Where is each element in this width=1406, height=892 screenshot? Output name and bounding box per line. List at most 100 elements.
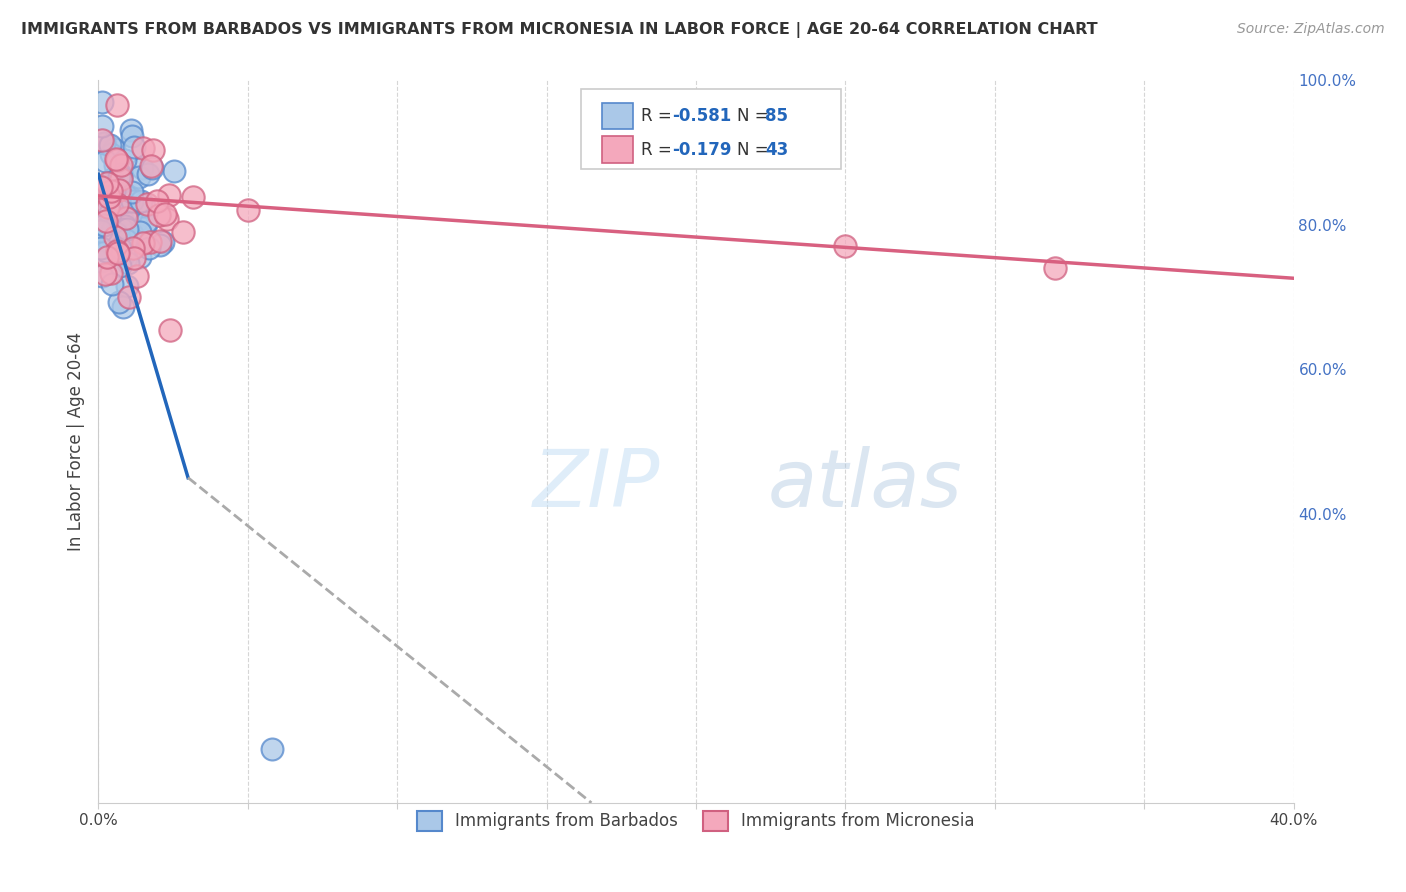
Point [101, 172, 124, 186]
Point [141, 161, 163, 175]
Text: R =: R = [641, 141, 678, 159]
Point [128, 169, 150, 184]
Text: -0.179: -0.179 [672, 141, 731, 159]
Point [98, 235, 121, 250]
Point [93, 195, 115, 210]
Point [131, 161, 153, 176]
Text: ZIP: ZIP [533, 446, 661, 524]
Point [236, 203, 259, 218]
Point [90, 120, 112, 134]
Point [136, 167, 159, 181]
Point [103, 221, 125, 235]
Point [110, 182, 132, 196]
Point [120, 206, 142, 220]
Point [103, 184, 125, 198]
Point [149, 238, 172, 252]
Point [118, 194, 141, 209]
Point [103, 142, 125, 156]
Point [117, 256, 139, 270]
Point [121, 194, 143, 208]
Point [111, 221, 134, 235]
Text: N =: N = [737, 141, 773, 159]
Point [108, 188, 131, 202]
Text: R =: R = [641, 107, 678, 125]
Point [93, 219, 115, 233]
Point [100, 147, 122, 161]
Point [100, 186, 122, 200]
Point [105, 197, 128, 211]
Point [90, 269, 112, 284]
Point [104, 158, 127, 172]
Legend: Immigrants from Barbados, Immigrants from Micronesia: Immigrants from Barbados, Immigrants fro… [411, 805, 981, 838]
Point [139, 159, 162, 173]
Point [120, 191, 142, 205]
Point [115, 189, 138, 203]
Point [125, 214, 148, 228]
Point [90, 253, 112, 268]
Point [114, 219, 136, 233]
Point [98, 138, 121, 153]
Point [108, 246, 131, 260]
Point [110, 162, 132, 177]
Point [115, 279, 138, 293]
Point [110, 158, 132, 172]
Point [125, 269, 148, 284]
Point [93, 136, 115, 151]
Point [129, 225, 152, 239]
Text: -0.581: -0.581 [672, 107, 731, 125]
Point [121, 227, 143, 242]
Point [90, 179, 112, 194]
Point [101, 178, 124, 193]
Point [97, 190, 120, 204]
Point [129, 251, 152, 265]
Point [122, 251, 145, 265]
Point [132, 199, 155, 213]
Point [108, 167, 131, 181]
Point [112, 300, 135, 314]
Point [107, 184, 129, 198]
Point [100, 277, 122, 291]
Point [159, 323, 181, 337]
Text: 85: 85 [765, 107, 787, 125]
Point [260, 741, 283, 756]
Point [121, 185, 143, 199]
Point [136, 196, 159, 211]
Point [115, 211, 138, 225]
Point [112, 246, 135, 260]
Point [115, 251, 138, 265]
Point [110, 172, 132, 186]
Text: N =: N = [737, 107, 773, 125]
Point [146, 194, 169, 209]
Point [127, 194, 149, 209]
Y-axis label: In Labor Force | Age 20-64: In Labor Force | Age 20-64 [66, 332, 84, 551]
Point [107, 170, 129, 185]
Point [155, 207, 177, 221]
Point [110, 241, 132, 255]
Point [1043, 261, 1066, 276]
Point [121, 128, 143, 143]
Point [90, 241, 112, 255]
Point [163, 164, 186, 178]
Point [93, 136, 115, 150]
Point [90, 95, 112, 109]
Point [105, 244, 128, 258]
Point [115, 233, 138, 247]
Point [138, 241, 160, 255]
Point [117, 290, 139, 304]
Point [91, 182, 114, 196]
Point [100, 185, 122, 199]
Text: Source: ZipAtlas.com: Source: ZipAtlas.com [1237, 22, 1385, 37]
Point [156, 211, 179, 226]
Point [157, 188, 180, 202]
Text: 43: 43 [765, 141, 789, 159]
Point [132, 235, 155, 250]
Point [152, 235, 174, 249]
Point [101, 186, 124, 201]
Point [122, 241, 145, 255]
Point [94, 178, 117, 193]
Point [132, 141, 155, 155]
Point [149, 234, 172, 248]
Text: atlas: atlas [768, 446, 963, 524]
Point [96, 219, 118, 234]
Point [94, 190, 117, 204]
